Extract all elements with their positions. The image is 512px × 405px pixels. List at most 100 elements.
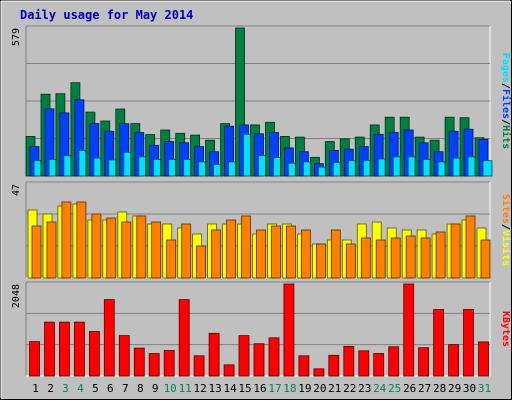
x-tick-label-day-26: 26 (403, 382, 416, 395)
plot-area: 579Pages/Files/Hits47Sites/Visits2048KBy… (11, 25, 512, 395)
bar-bottom-kbytes-day-1 (29, 341, 40, 377)
x-tick-label-day-16: 16 (253, 382, 266, 395)
x-tick-label-day-2: 2 (47, 382, 54, 395)
bar-middle-sites-day-2 (46, 221, 57, 279)
bar-bottom-kbytes-day-29 (448, 344, 460, 377)
bar-bottom-kbytes-day-25 (388, 346, 400, 377)
bar-middle-sites-day-3 (61, 201, 72, 279)
legend-hits: Hits (500, 125, 512, 149)
bar-bottom-kbytes-day-17 (268, 337, 280, 377)
x-tick-label-day-29: 29 (448, 382, 461, 395)
bar-middle-sites-day-27 (420, 237, 431, 279)
bar-bottom-kbytes-day-16 (253, 343, 265, 377)
bar-middle-sites-day-4 (76, 201, 87, 279)
bar-middle-sites-day-22 (345, 243, 356, 279)
x-tick-label-day-24: 24 (373, 382, 387, 395)
bar-middle-sites-day-18 (285, 225, 296, 279)
bar-middle-sites-day-28 (435, 231, 446, 279)
bar-bottom-kbytes-day-11 (178, 299, 190, 377)
bar-middle-sites-day-12 (196, 245, 207, 279)
panel-middle-max-label: 47 (11, 184, 22, 196)
x-tick-label-day-6: 6 (107, 382, 114, 395)
legend-kbytes: KBytes (500, 311, 511, 347)
bar-bottom-kbytes-day-21 (328, 354, 340, 377)
legend-visits: Visits (500, 230, 512, 266)
bar-top-pages-day-31 (482, 160, 493, 177)
bar-bottom-kbytes-day-10 (163, 349, 175, 377)
bar-middle-sites-day-5 (91, 213, 102, 279)
bar-bottom-kbytes-day-9 (148, 353, 160, 377)
panel-bottom-max-label: 2048 (11, 284, 22, 308)
x-tick-label-day-4: 4 (77, 382, 84, 395)
panel-top-legend: Pages/Files/Hits (500, 53, 512, 149)
bar-middle-sites-day-15 (241, 215, 251, 279)
x-tick-label-day-23: 23 (358, 382, 371, 395)
bar-middle-sites-day-9 (151, 221, 162, 279)
x-tick-label-day-30: 30 (463, 382, 476, 395)
x-tick-label-day-11: 11 (179, 382, 192, 395)
x-tick-label-day-9: 9 (152, 382, 159, 395)
x-tick-label-day-18: 18 (283, 382, 296, 395)
x-tick-label-day-7: 7 (122, 382, 129, 395)
bar-middle-sites-day-16 (256, 229, 266, 279)
x-tick-label-day-5: 5 (92, 382, 99, 395)
bar-middle-sites-day-29 (450, 223, 461, 279)
bar-bottom-kbytes-day-19 (298, 355, 310, 377)
bar-bottom-kbytes-day-3 (59, 321, 70, 377)
panel-middle-legend: Sites/Visits (500, 194, 512, 266)
bar-middle-sites-day-13 (211, 229, 222, 279)
chart-title: Daily usage for May 2014 (20, 8, 193, 22)
bar-bottom-kbytes-day-4 (74, 321, 85, 377)
x-tick-label-day-13: 13 (208, 382, 221, 395)
x-tick-label-day-3: 3 (62, 382, 69, 395)
bar-middle-sites-day-19 (300, 229, 311, 279)
bar-bottom-kbytes-day-8 (133, 347, 145, 377)
bar-bottom-kbytes-day-27 (418, 347, 430, 377)
x-tick-label-day-21: 21 (328, 382, 341, 395)
bar-bottom-kbytes-day-18 (283, 283, 295, 377)
legend-sites: Sites (500, 194, 512, 224)
bar-middle-sites-day-24 (375, 239, 386, 279)
legend-files: Files (500, 89, 512, 119)
x-tick-label-day-27: 27 (418, 382, 431, 395)
bar-bottom-kbytes-day-15 (238, 335, 250, 377)
bar-middle-sites-day-25 (390, 237, 401, 279)
bar-bottom-kbytes-day-23 (358, 350, 370, 377)
bar-bottom-kbytes-day-6 (103, 299, 115, 377)
bar-middle-sites-day-30 (465, 215, 476, 279)
bar-middle-sites-day-21 (330, 229, 341, 279)
x-tick-label-day-15: 15 (238, 382, 251, 395)
bar-middle-sites-day-1 (31, 225, 42, 279)
bar-middle-sites-day-26 (405, 235, 416, 279)
bar-middle-sites-day-6 (106, 217, 117, 279)
bar-bottom-kbytes-day-24 (373, 353, 385, 377)
x-tick-label-day-22: 22 (343, 382, 356, 395)
bar-middle-sites-day-14 (226, 219, 237, 279)
x-tick-label-day-1: 1 (32, 382, 39, 395)
panel-top-max-label: 579 (11, 28, 22, 46)
bar-bottom-kbytes-day-30 (463, 309, 474, 377)
bar-bottom-kbytes-day-14 (223, 364, 235, 377)
bar-middle-sites-day-11 (181, 223, 192, 279)
x-tick-label-day-8: 8 (137, 382, 144, 395)
bar-bottom-kbytes-day-26 (403, 283, 415, 377)
x-tick-label-day-20: 20 (313, 382, 326, 395)
bar-middle-sites-day-23 (360, 237, 371, 279)
x-tick-label-day-12: 12 (193, 382, 206, 395)
bar-middle-sites-day-7 (121, 221, 132, 279)
bar-bottom-kbytes-day-2 (44, 321, 55, 377)
x-tick-label-day-14: 14 (223, 382, 237, 395)
legend-separator: / (500, 224, 511, 230)
bar-bottom-kbytes-day-20 (313, 368, 325, 377)
x-tick-label-day-17: 17 (268, 382, 281, 395)
bar-middle-sites-day-20 (315, 243, 326, 279)
x-tick-label-day-31: 31 (478, 382, 491, 395)
bar-bottom-kbytes-day-5 (89, 331, 100, 377)
bar-bottom-kbytes-day-31 (478, 341, 489, 377)
bar-middle-sites-day-17 (271, 225, 281, 279)
bar-bottom-kbytes-day-28 (433, 309, 445, 377)
legend-separator: / (500, 119, 511, 125)
legend-separator: / (500, 83, 511, 89)
